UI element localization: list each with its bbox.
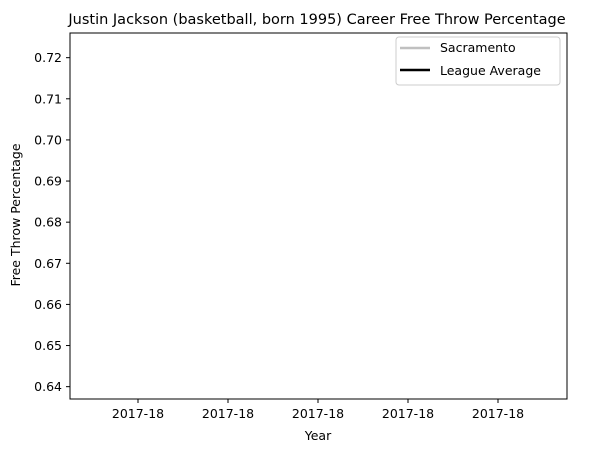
- y-tick-label: 0.70: [34, 132, 62, 147]
- legend-box: [395, 36, 561, 86]
- x-axis: 2017-18 2017-18 2017-18 2017-18 2017-18: [112, 399, 524, 421]
- chart-title: Justin Jackson (basketball, born 1995) C…: [67, 12, 565, 28]
- x-tick-label: 2017-18: [292, 406, 344, 421]
- y-tick-label: 0.69: [34, 174, 62, 189]
- y-axis: 0.64 0.65 0.66 0.67 0.68 0.69 0.70 0.71 0.72: [34, 50, 70, 394]
- x-tick-label: 2017-18: [472, 406, 524, 421]
- y-tick-label: 0.71: [34, 91, 62, 106]
- x-tick-label: 2017-18: [382, 406, 434, 421]
- x-tick-label: 2017-18: [202, 406, 254, 421]
- y-tick-label: 0.68: [34, 215, 62, 230]
- y-tick-label: 0.66: [34, 297, 62, 312]
- x-tick-label: 2017-18: [112, 406, 164, 421]
- legend: Sacramento League Average: [395, 36, 561, 86]
- y-tick-label: 0.72: [34, 50, 62, 65]
- legend-label-sacramento: Sacramento: [440, 40, 516, 55]
- x-axis-label: Year: [304, 428, 332, 443]
- y-axis-label: Free Throw Percentage: [8, 143, 23, 286]
- plot-area-frame: [69, 32, 568, 400]
- legend-label-league-average: League Average: [440, 63, 541, 78]
- y-tick-label: 0.64: [34, 379, 62, 394]
- y-tick-label: 0.67: [34, 256, 62, 271]
- y-tick-label: 0.65: [34, 338, 62, 353]
